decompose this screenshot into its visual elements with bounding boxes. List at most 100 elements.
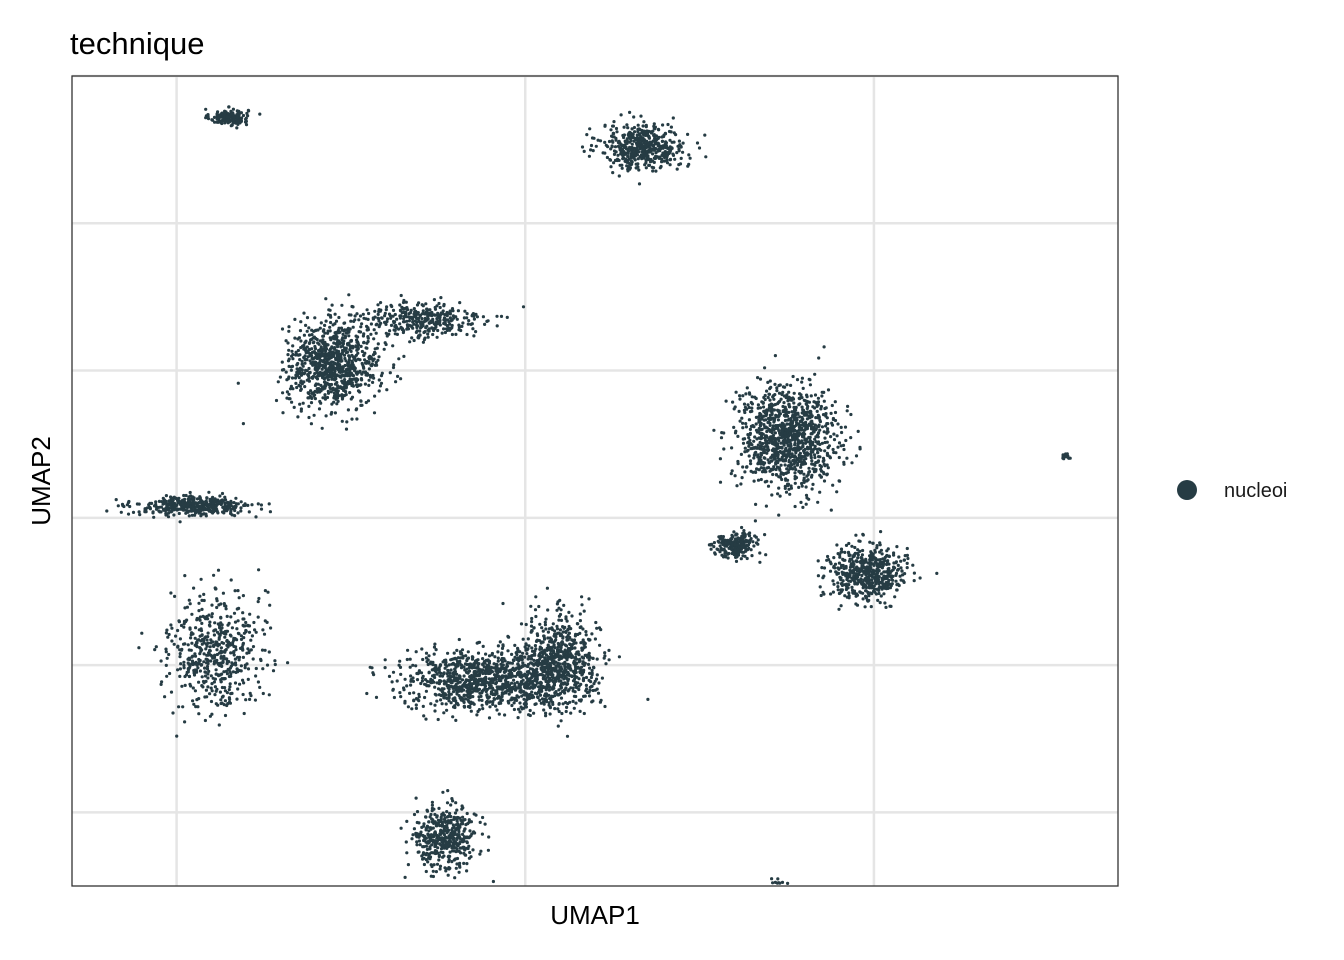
scatter-point: [541, 677, 546, 681]
scatter-point: [376, 342, 380, 346]
scatter-point: [220, 685, 224, 690]
scatter-point: [227, 674, 231, 679]
scatter-point: [243, 120, 248, 124]
scatter-point: [611, 171, 615, 175]
scatter-point: [587, 154, 592, 158]
scatter-point: [512, 701, 516, 705]
scatter-point: [429, 826, 433, 830]
scatter-point: [464, 697, 468, 701]
scatter-point: [603, 151, 607, 155]
scatter-point: [587, 651, 591, 655]
scatter-point: [594, 620, 598, 625]
scatter-point: [198, 509, 202, 513]
scatter-point: [161, 496, 165, 500]
scatter-point: [328, 313, 332, 318]
scatter-point: [259, 503, 263, 507]
scatter-point: [182, 666, 186, 670]
scatter-point: [671, 152, 675, 156]
scatter-point: [487, 683, 491, 687]
scatter-point: [554, 632, 559, 636]
scatter-point: [450, 860, 454, 864]
scatter-point: [241, 611, 245, 615]
scatter-point: [169, 690, 174, 694]
scatter-point: [171, 498, 175, 502]
scatter-point: [358, 390, 362, 394]
scatter-point: [241, 678, 245, 682]
scatter-point: [215, 502, 219, 506]
scatter-point: [388, 329, 392, 333]
scatter-point: [214, 668, 218, 672]
scatter-point: [135, 502, 139, 506]
scatter-point: [377, 389, 381, 393]
scatter-point: [203, 718, 207, 723]
scatter-point: [557, 618, 561, 622]
scatter-point: [469, 709, 473, 713]
scatter-point: [385, 305, 389, 309]
scatter-point: [347, 293, 351, 297]
scatter-point: [534, 702, 538, 706]
scatter-point: [458, 685, 462, 689]
scatter-point: [455, 648, 459, 653]
scatter-point: [193, 689, 197, 693]
scatter-point: [219, 698, 223, 702]
scatter-point: [208, 692, 212, 696]
scatter-point: [582, 676, 586, 680]
scatter-point: [442, 327, 446, 331]
scatter-point: [551, 676, 556, 680]
scatter-point: [590, 671, 594, 675]
scatter-point: [469, 678, 473, 682]
scatter-point: [299, 380, 304, 384]
scatter-point: [164, 494, 168, 498]
scatter-point: [463, 668, 467, 672]
scatter-point: [593, 688, 598, 692]
scatter-point: [591, 699, 595, 703]
scatter-point: [466, 650, 470, 654]
scatter-point: [209, 638, 213, 642]
scatter-point: [430, 326, 435, 330]
scatter-point: [644, 158, 648, 163]
scatter-point: [457, 689, 461, 693]
scatter-point: [178, 655, 182, 659]
scatter-point: [611, 135, 615, 139]
scatter-point: [441, 855, 445, 859]
scatter-point: [215, 117, 219, 121]
scatter-point: [223, 699, 227, 703]
scatter-point: [439, 296, 443, 300]
scatter-point: [239, 118, 243, 122]
scatter-point: [237, 658, 241, 662]
scatter-point: [410, 837, 414, 841]
scatter-point: [657, 155, 661, 159]
scatter-point: [542, 636, 547, 641]
scatter-point: [433, 844, 437, 848]
scatter-point: [481, 657, 485, 661]
scatter-point: [365, 346, 369, 350]
scatter-point: [465, 841, 469, 845]
scatter-point: [234, 121, 238, 125]
scatter-point: [342, 393, 347, 398]
scatter-point: [225, 657, 229, 661]
scatter-point: [637, 168, 641, 172]
scatter-point: [360, 378, 364, 382]
scatter-point: [291, 357, 295, 361]
scatter-point: [310, 333, 314, 337]
scatter-point: [663, 144, 667, 149]
scatter-point: [412, 699, 416, 703]
scatter-point: [169, 591, 173, 595]
scatter-point: [425, 324, 429, 328]
scatter-point: [375, 346, 379, 350]
scatter-point: [343, 334, 348, 338]
scatter-point: [232, 115, 236, 119]
scatter-point: [461, 654, 465, 658]
scatter-point: [630, 127, 634, 131]
scatter-point: [581, 627, 585, 631]
scatter-point: [438, 664, 442, 668]
scatter-point: [375, 322, 379, 326]
scatter-point: [629, 155, 634, 159]
scatter-point: [222, 511, 226, 515]
scatter-point: [350, 381, 354, 385]
scatter-point: [229, 124, 233, 128]
scatter-point: [206, 617, 210, 621]
scatter-point: [261, 691, 265, 696]
scatter-point: [371, 380, 375, 384]
scatter-point: [431, 317, 435, 321]
